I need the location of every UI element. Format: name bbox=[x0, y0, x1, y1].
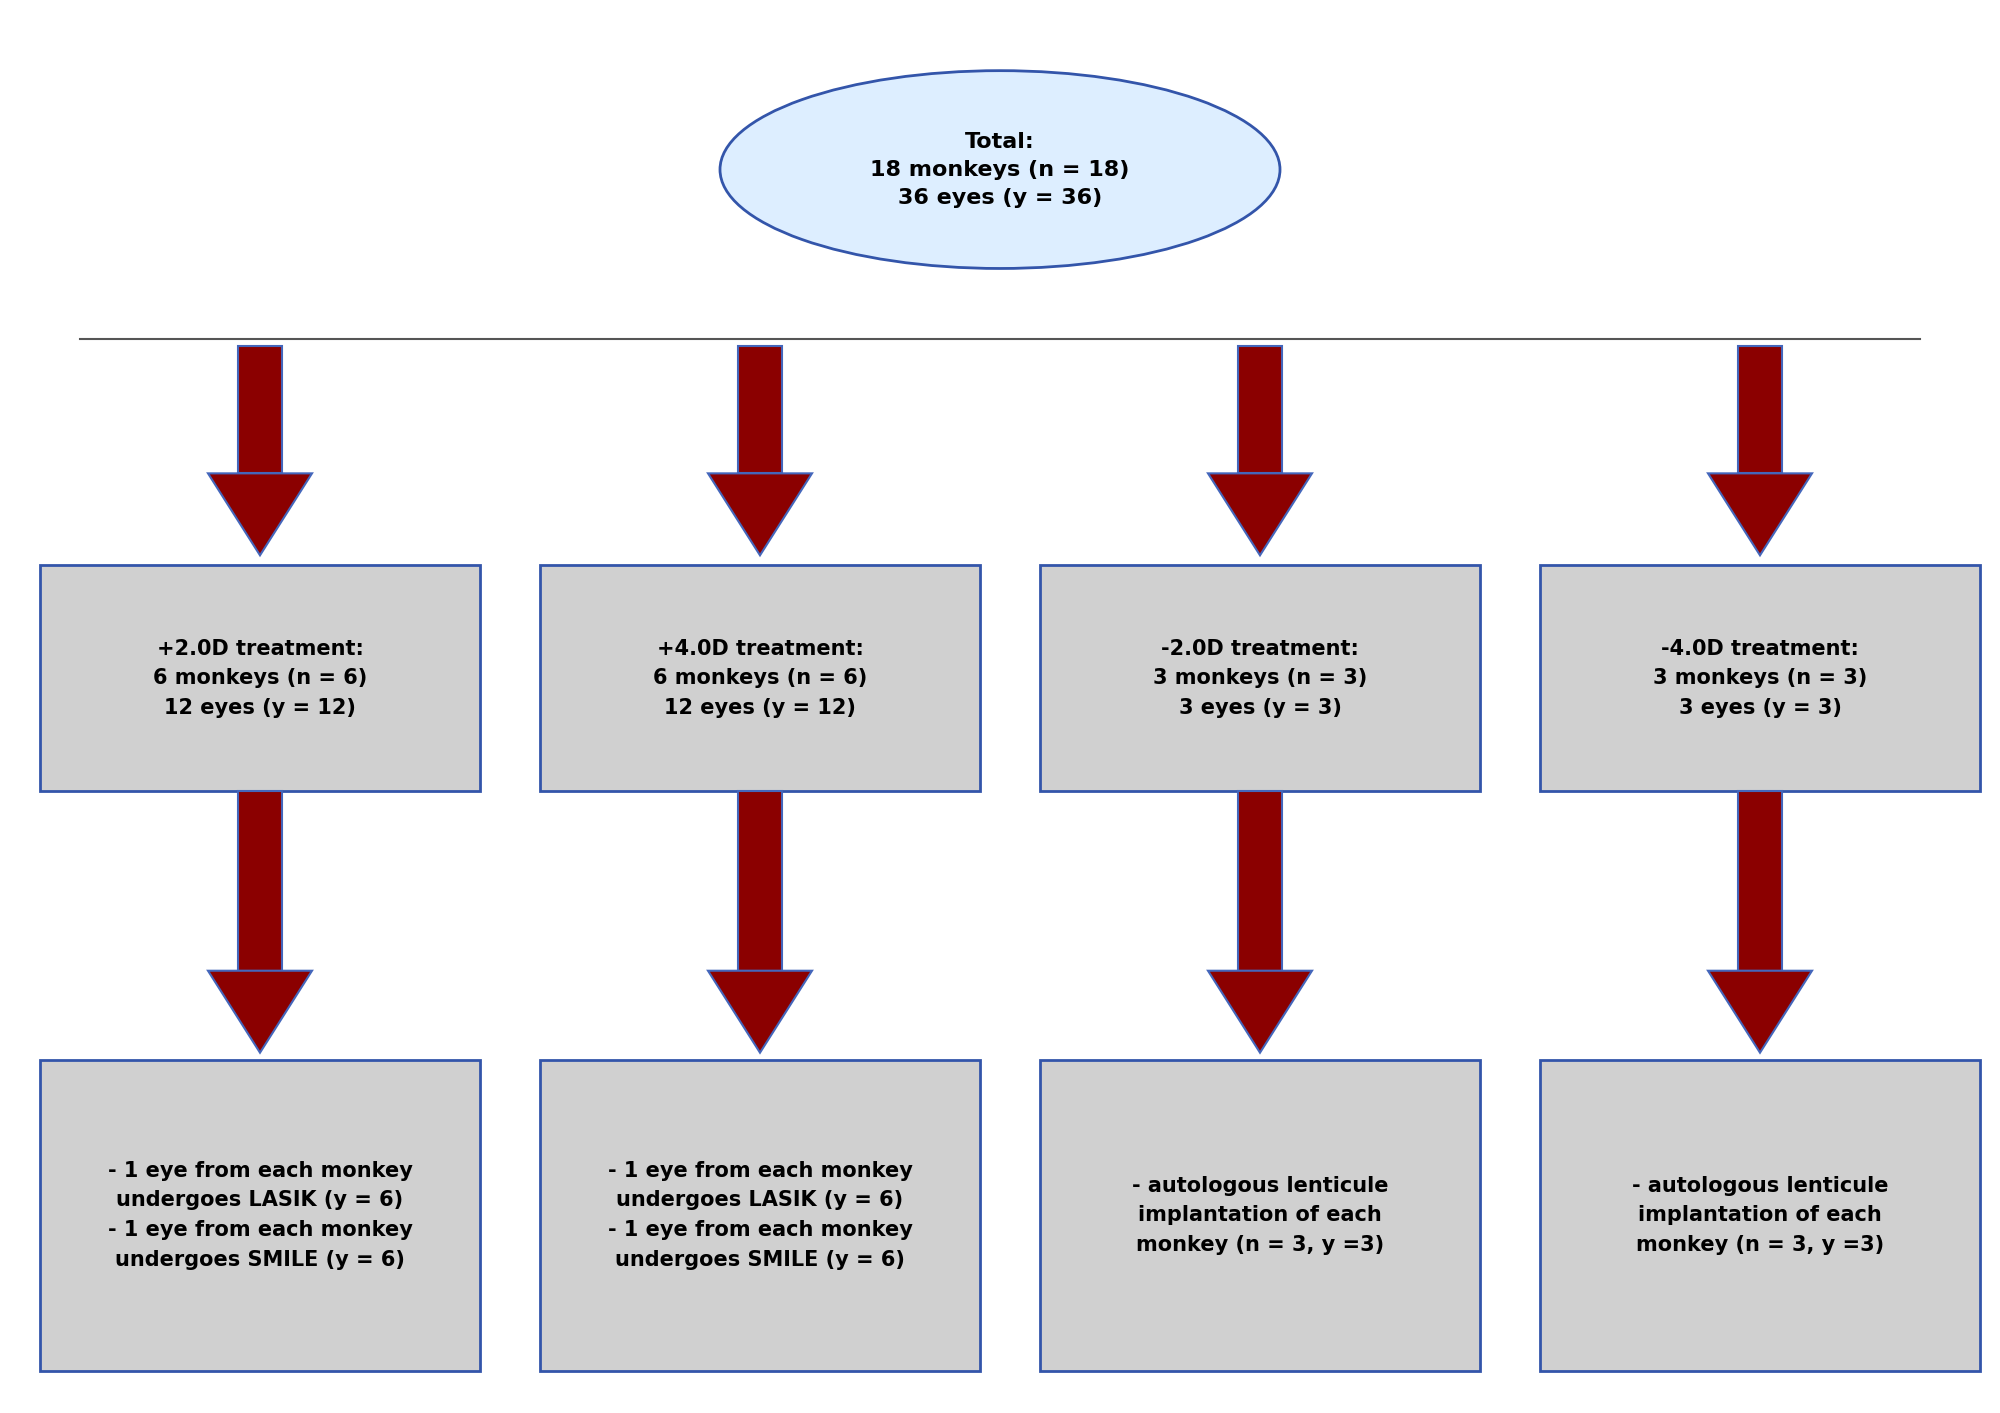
FancyBboxPatch shape bbox=[1540, 565, 1980, 791]
Polygon shape bbox=[708, 473, 812, 555]
Bar bbox=[1738, 791, 1782, 971]
Text: - 1 eye from each monkey
undergoes LASIK (y = 6)
- 1 eye from each monkey
underg: - 1 eye from each monkey undergoes LASIK… bbox=[608, 1161, 912, 1269]
Bar bbox=[1238, 791, 1282, 971]
Text: - autologous lenticule
implantation of each
monkey (n = 3, y =3): - autologous lenticule implantation of e… bbox=[1632, 1176, 1888, 1255]
Polygon shape bbox=[208, 971, 312, 1053]
Text: - 1 eye from each monkey
undergoes LASIK (y = 6)
- 1 eye from each monkey
underg: - 1 eye from each monkey undergoes LASIK… bbox=[108, 1161, 412, 1269]
Bar bbox=[1238, 346, 1282, 473]
FancyBboxPatch shape bbox=[540, 1060, 980, 1371]
Text: Total:
18 monkeys (n = 18)
36 eyes (y = 36): Total: 18 monkeys (n = 18) 36 eyes (y = … bbox=[870, 131, 1130, 208]
Polygon shape bbox=[1708, 473, 1812, 555]
Text: +2.0D treatment:
6 monkeys (n = 6)
12 eyes (y = 12): +2.0D treatment: 6 monkeys (n = 6) 12 ey… bbox=[152, 639, 368, 718]
Ellipse shape bbox=[720, 71, 1280, 268]
Bar bbox=[238, 791, 282, 971]
Text: - autologous lenticule
implantation of each
monkey (n = 3, y =3): - autologous lenticule implantation of e… bbox=[1132, 1176, 1388, 1255]
FancyBboxPatch shape bbox=[540, 565, 980, 791]
Text: -2.0D treatment:
3 monkeys (n = 3)
3 eyes (y = 3): -2.0D treatment: 3 monkeys (n = 3) 3 eye… bbox=[1152, 639, 1368, 718]
Polygon shape bbox=[208, 473, 312, 555]
FancyBboxPatch shape bbox=[40, 1060, 480, 1371]
Polygon shape bbox=[1208, 473, 1312, 555]
Text: -4.0D treatment:
3 monkeys (n = 3)
3 eyes (y = 3): -4.0D treatment: 3 monkeys (n = 3) 3 eye… bbox=[1652, 639, 1868, 718]
FancyBboxPatch shape bbox=[40, 565, 480, 791]
Bar bbox=[1738, 346, 1782, 473]
Polygon shape bbox=[1208, 971, 1312, 1053]
Bar bbox=[238, 346, 282, 473]
Polygon shape bbox=[1708, 971, 1812, 1053]
FancyBboxPatch shape bbox=[1040, 1060, 1480, 1371]
FancyBboxPatch shape bbox=[1040, 565, 1480, 791]
Polygon shape bbox=[708, 971, 812, 1053]
FancyBboxPatch shape bbox=[1540, 1060, 1980, 1371]
Bar bbox=[738, 791, 782, 971]
Bar bbox=[738, 346, 782, 473]
Text: +4.0D treatment:
6 monkeys (n = 6)
12 eyes (y = 12): +4.0D treatment: 6 monkeys (n = 6) 12 ey… bbox=[652, 639, 868, 718]
